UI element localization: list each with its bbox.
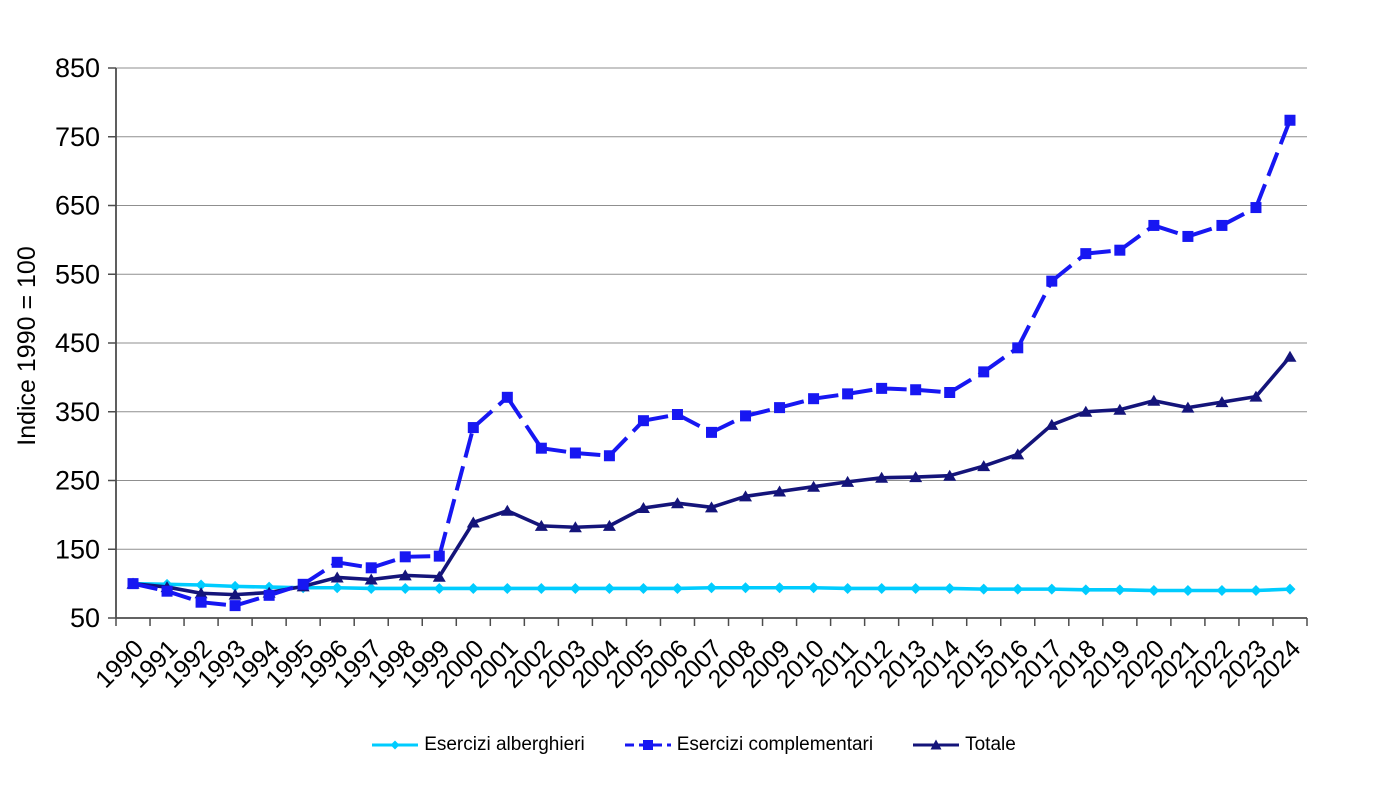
y-tick-label: 250 bbox=[55, 466, 100, 496]
legend: Esercizi alberghieri Esercizi complement… bbox=[0, 734, 1388, 756]
legend-item-totale: Totale bbox=[913, 734, 1016, 756]
legend-item-esercizi-complementari: Esercizi complementari bbox=[624, 734, 874, 756]
legend-item-esercizi-alberghieri: Esercizi alberghieri bbox=[372, 734, 585, 756]
legend-sample-triangle-line-icon bbox=[913, 739, 960, 750]
y-tick-label: 550 bbox=[55, 259, 100, 289]
y-tick-label: 650 bbox=[55, 191, 100, 221]
y-tick-label: 750 bbox=[55, 122, 100, 152]
y-tick-label: 50 bbox=[70, 603, 100, 633]
series-totale bbox=[126, 350, 1297, 600]
axes bbox=[108, 67, 1308, 626]
y-axis-title: Indice 1990 = 100 bbox=[13, 246, 41, 446]
y-tick-label: 350 bbox=[55, 397, 100, 427]
line-chart: 8507506505504503502501505019901991199219… bbox=[55, 53, 1308, 694]
legend-label-esercizi-complementari: Esercizi complementari bbox=[676, 734, 874, 755]
gridlines bbox=[116, 67, 1307, 550]
legend-sample-diamond-line-icon bbox=[372, 740, 419, 750]
axis-labels: 8507506505504503502501505019901991199219… bbox=[55, 53, 1306, 694]
legend-sample-square-dashed-line-icon bbox=[624, 740, 671, 750]
y-tick-label: 850 bbox=[55, 53, 100, 83]
series-esercizi-complementari bbox=[127, 114, 1296, 612]
legend-label-esercizi-alberghieri: Esercizi alberghieri bbox=[424, 734, 585, 755]
y-tick-label: 150 bbox=[55, 534, 100, 564]
y-tick-label: 450 bbox=[55, 328, 100, 358]
legend-label-totale: Totale bbox=[965, 734, 1016, 755]
